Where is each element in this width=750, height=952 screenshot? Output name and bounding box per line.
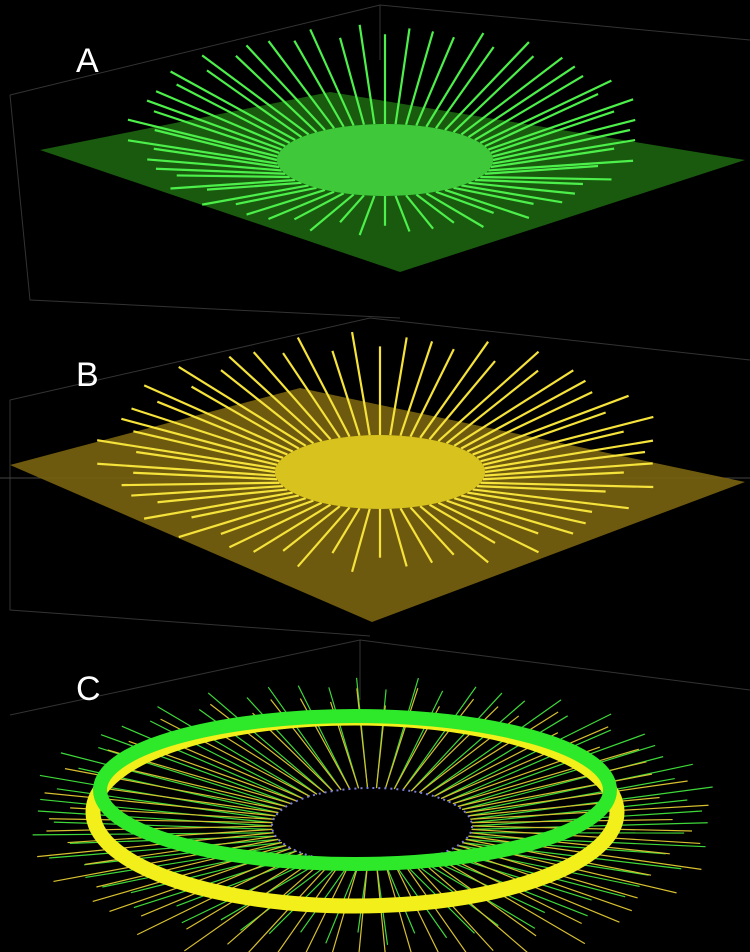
- figure: A B C: [0, 0, 750, 952]
- disc-b: [275, 435, 485, 509]
- disc-a: [277, 124, 493, 196]
- panel-label: C: [76, 670, 101, 708]
- panel-label: A: [76, 42, 99, 80]
- panel-label: B: [76, 356, 99, 394]
- ray: [177, 175, 290, 177]
